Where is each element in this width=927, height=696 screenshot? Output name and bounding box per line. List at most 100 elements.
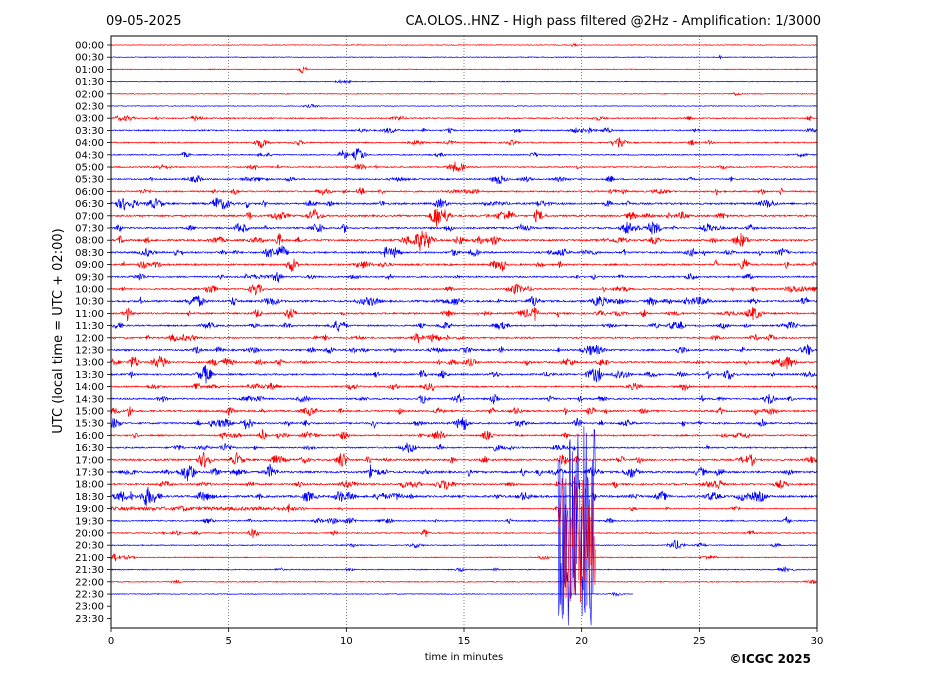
x-tick-label: 10 bbox=[340, 636, 353, 647]
trace-line bbox=[110, 283, 818, 296]
x-axis-ticks: 0 5 10 15 20 25 30 bbox=[108, 628, 824, 647]
y-tick-label: 05:30 bbox=[75, 175, 104, 186]
y-tick-label: 06:00 bbox=[75, 187, 104, 198]
y-tick-label: 09:00 bbox=[75, 260, 104, 271]
x-tick-label: 0 bbox=[108, 636, 114, 647]
y-tick-label: 16:00 bbox=[75, 431, 104, 442]
y-tick-label: 20:30 bbox=[75, 541, 104, 552]
y-tick-label: 18:00 bbox=[75, 480, 104, 491]
y-tick-label: 08:30 bbox=[75, 248, 104, 259]
trace-line bbox=[110, 479, 818, 490]
vertical-gridlines bbox=[228, 36, 700, 628]
trace-line bbox=[110, 355, 818, 370]
trace-line bbox=[110, 66, 818, 74]
y-tick-label: 01:30 bbox=[75, 77, 104, 88]
trace-line bbox=[110, 103, 818, 108]
y-tick-label: 17:30 bbox=[75, 468, 104, 479]
trace-line bbox=[110, 161, 818, 172]
trace-line bbox=[110, 54, 818, 60]
trace-line bbox=[110, 208, 818, 227]
earthquake-waveform-red bbox=[557, 470, 596, 609]
chart-title: CA.OLOS..HNZ - High pass filtered @2Hz -… bbox=[405, 14, 821, 29]
trace-line bbox=[110, 364, 818, 384]
trace-line bbox=[110, 245, 818, 258]
y-tick-label: 13:00 bbox=[75, 358, 104, 369]
y-tick-label: 01:00 bbox=[75, 65, 104, 76]
y-tick-label: 07:30 bbox=[75, 224, 104, 235]
x-tick-label: 30 bbox=[811, 636, 824, 647]
plot-frame bbox=[110, 35, 818, 629]
y-tick-label: 00:00 bbox=[75, 41, 104, 52]
y-tick-label: 03:30 bbox=[75, 126, 104, 137]
y-tick-label: 11:30 bbox=[75, 321, 104, 332]
y-tick-label: 20:00 bbox=[75, 529, 104, 540]
x-tick-label: 15 bbox=[458, 636, 471, 647]
y-tick-label: 10:00 bbox=[75, 285, 104, 296]
y-tick-label: 12:30 bbox=[75, 346, 104, 357]
x-tick-label: 20 bbox=[575, 636, 588, 647]
trace-line bbox=[110, 333, 818, 344]
y-tick-label: 11:00 bbox=[75, 309, 104, 320]
y-tick-label: 23:00 bbox=[75, 602, 104, 613]
trace-line bbox=[110, 187, 818, 196]
y-tick-label: 15:00 bbox=[75, 407, 104, 418]
y-tick-label: 18:30 bbox=[75, 492, 104, 503]
trace-line bbox=[110, 406, 818, 417]
y-tick-label: 00:30 bbox=[75, 53, 104, 64]
trace-line bbox=[110, 591, 634, 598]
y-tick-label: 08:00 bbox=[75, 236, 104, 247]
y-tick-label: 13:30 bbox=[75, 370, 104, 381]
trace-line bbox=[110, 272, 818, 283]
y-tick-label: 17:00 bbox=[75, 455, 104, 466]
y-axis-label: UTC (local time = UTC + 02:00) bbox=[51, 228, 66, 433]
y-tick-label: 02:00 bbox=[75, 89, 104, 100]
y-tick-label: 02:30 bbox=[75, 102, 104, 113]
trace-line bbox=[110, 451, 818, 468]
trace-line bbox=[110, 197, 818, 211]
y-tick-label: 14:30 bbox=[75, 394, 104, 405]
trace-line bbox=[110, 258, 818, 272]
trace-line bbox=[110, 42, 818, 47]
trace-line bbox=[110, 393, 818, 405]
y-tick-label: 19:00 bbox=[75, 504, 104, 515]
trace-line bbox=[110, 503, 818, 513]
y-tick-label: 03:00 bbox=[75, 114, 104, 125]
y-tick-label: 12:00 bbox=[75, 333, 104, 344]
y-tick-label: 19:30 bbox=[75, 516, 104, 527]
trace-line bbox=[110, 220, 818, 235]
trace-line bbox=[110, 540, 818, 550]
trace-line bbox=[110, 417, 818, 431]
trace-line bbox=[110, 382, 818, 392]
trace-line bbox=[110, 579, 818, 585]
trace-line bbox=[110, 320, 818, 332]
trace-line bbox=[110, 528, 818, 539]
trace-line bbox=[110, 566, 818, 573]
x-tick-label: 25 bbox=[693, 636, 706, 647]
trace-line bbox=[110, 148, 818, 161]
trace-line bbox=[110, 307, 818, 322]
date-label: 09-05-2025 bbox=[106, 14, 182, 29]
trace-line bbox=[110, 516, 818, 525]
earthquake-waveform bbox=[557, 426, 596, 626]
trace-line bbox=[110, 343, 818, 356]
y-tick-label: 22:30 bbox=[75, 590, 104, 601]
trace-line bbox=[110, 79, 818, 85]
x-tick-label: 5 bbox=[225, 636, 231, 647]
trace-line bbox=[110, 127, 818, 134]
x-axis-label: time in minutes bbox=[425, 652, 504, 663]
trace-line bbox=[110, 137, 818, 149]
trace-line bbox=[110, 428, 818, 441]
earthquake-signal bbox=[557, 426, 596, 626]
copyright-label: ©ICGC 2025 bbox=[729, 652, 811, 666]
trace-line bbox=[110, 553, 818, 562]
y-tick-label: 05:00 bbox=[75, 163, 104, 174]
trace-line bbox=[110, 114, 818, 122]
y-tick-label: 09:30 bbox=[75, 272, 104, 283]
trace-line bbox=[110, 92, 818, 97]
y-tick-label: 04:00 bbox=[75, 138, 104, 149]
trace-line bbox=[110, 175, 818, 185]
trace-line bbox=[110, 463, 818, 482]
y-tick-label: 16:30 bbox=[75, 443, 104, 454]
y-tick-label: 14:00 bbox=[75, 382, 104, 393]
